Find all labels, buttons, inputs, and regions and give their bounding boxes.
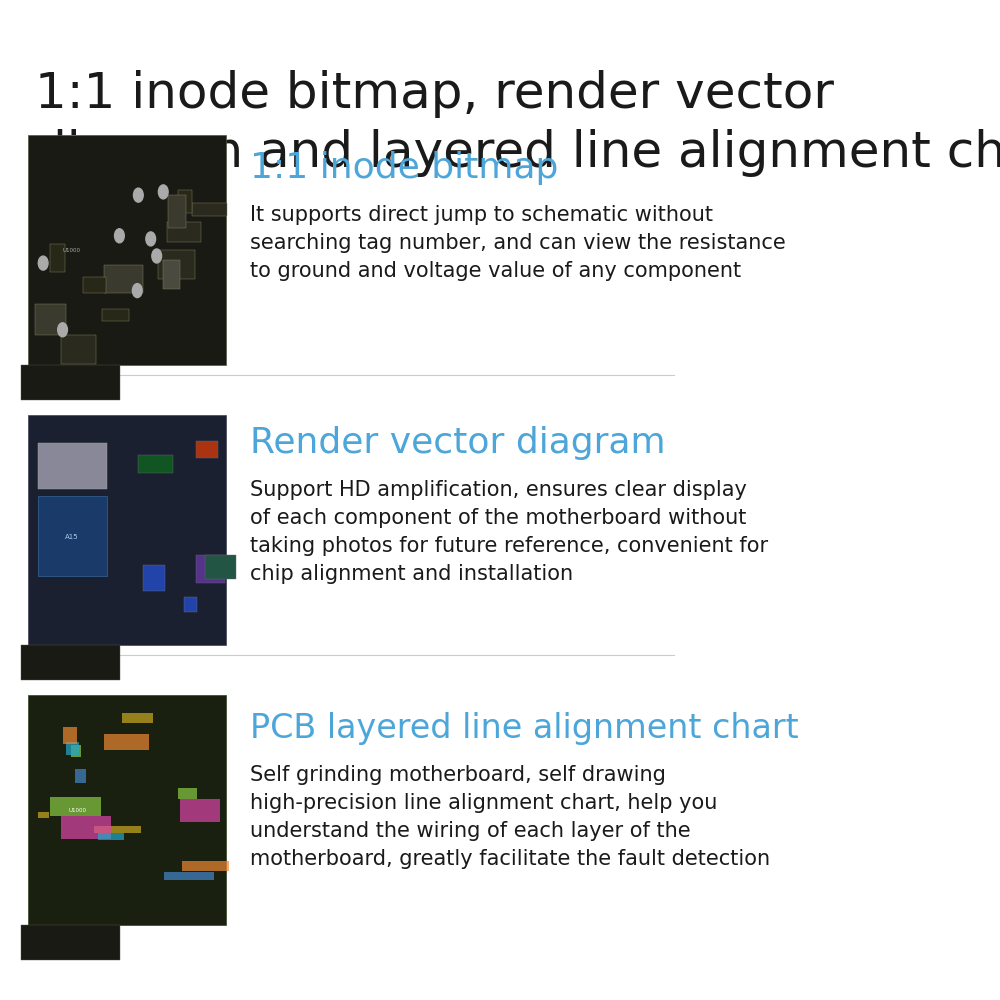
FancyBboxPatch shape xyxy=(192,203,227,216)
FancyBboxPatch shape xyxy=(21,645,120,680)
FancyBboxPatch shape xyxy=(28,415,226,645)
FancyBboxPatch shape xyxy=(38,496,107,576)
FancyBboxPatch shape xyxy=(158,250,195,279)
Text: Self grinding motherboard, self drawing
high-precision line alignment chart, hel: Self grinding motherboard, self drawing … xyxy=(250,765,770,869)
FancyBboxPatch shape xyxy=(143,565,165,591)
Text: Render vector diagram: Render vector diagram xyxy=(250,426,666,460)
FancyBboxPatch shape xyxy=(164,872,214,880)
FancyBboxPatch shape xyxy=(75,769,86,783)
FancyBboxPatch shape xyxy=(50,797,101,816)
FancyBboxPatch shape xyxy=(61,816,111,839)
FancyBboxPatch shape xyxy=(61,335,96,364)
FancyBboxPatch shape xyxy=(138,455,173,473)
FancyBboxPatch shape xyxy=(163,260,180,289)
FancyBboxPatch shape xyxy=(196,555,225,583)
FancyBboxPatch shape xyxy=(21,365,120,399)
FancyBboxPatch shape xyxy=(104,265,143,293)
Circle shape xyxy=(132,284,142,298)
FancyBboxPatch shape xyxy=(182,861,229,871)
FancyBboxPatch shape xyxy=(98,833,124,840)
FancyBboxPatch shape xyxy=(122,713,153,723)
Circle shape xyxy=(38,256,48,270)
FancyBboxPatch shape xyxy=(180,799,220,822)
Text: A15: A15 xyxy=(64,534,78,540)
FancyBboxPatch shape xyxy=(38,812,49,818)
Circle shape xyxy=(58,323,67,337)
FancyBboxPatch shape xyxy=(83,277,106,293)
FancyBboxPatch shape xyxy=(102,309,129,321)
FancyBboxPatch shape xyxy=(184,597,197,612)
FancyBboxPatch shape xyxy=(63,727,77,744)
FancyBboxPatch shape xyxy=(178,190,192,213)
Circle shape xyxy=(133,188,143,202)
FancyBboxPatch shape xyxy=(28,695,226,925)
Text: Support HD amplification, ensures clear display
of each component of the motherb: Support HD amplification, ensures clear … xyxy=(250,480,768,584)
FancyBboxPatch shape xyxy=(35,304,66,335)
Text: 1:1 inode bitmap: 1:1 inode bitmap xyxy=(250,151,558,185)
FancyBboxPatch shape xyxy=(168,195,186,228)
Text: U1000: U1000 xyxy=(62,247,80,252)
Text: PCB layered line alignment chart: PCB layered line alignment chart xyxy=(250,712,799,745)
Text: It supports direct jump to schematic without
searching tag number, and can view : It supports direct jump to schematic wit… xyxy=(250,205,786,281)
Circle shape xyxy=(152,249,162,263)
FancyBboxPatch shape xyxy=(205,555,236,579)
FancyBboxPatch shape xyxy=(28,135,226,365)
FancyBboxPatch shape xyxy=(94,826,141,833)
FancyBboxPatch shape xyxy=(196,441,218,458)
FancyBboxPatch shape xyxy=(71,745,81,757)
Circle shape xyxy=(146,232,156,246)
FancyBboxPatch shape xyxy=(104,734,149,750)
Text: 1:1 inode bitmap, render vector
diagram and layered line alignment chart: 1:1 inode bitmap, render vector diagram … xyxy=(35,70,1000,177)
FancyBboxPatch shape xyxy=(66,742,79,755)
Circle shape xyxy=(158,185,168,199)
FancyBboxPatch shape xyxy=(178,788,197,799)
FancyBboxPatch shape xyxy=(167,222,201,242)
FancyBboxPatch shape xyxy=(50,244,65,272)
Circle shape xyxy=(115,229,124,243)
FancyBboxPatch shape xyxy=(21,925,120,960)
Text: U1000: U1000 xyxy=(68,808,86,812)
FancyBboxPatch shape xyxy=(38,443,107,489)
